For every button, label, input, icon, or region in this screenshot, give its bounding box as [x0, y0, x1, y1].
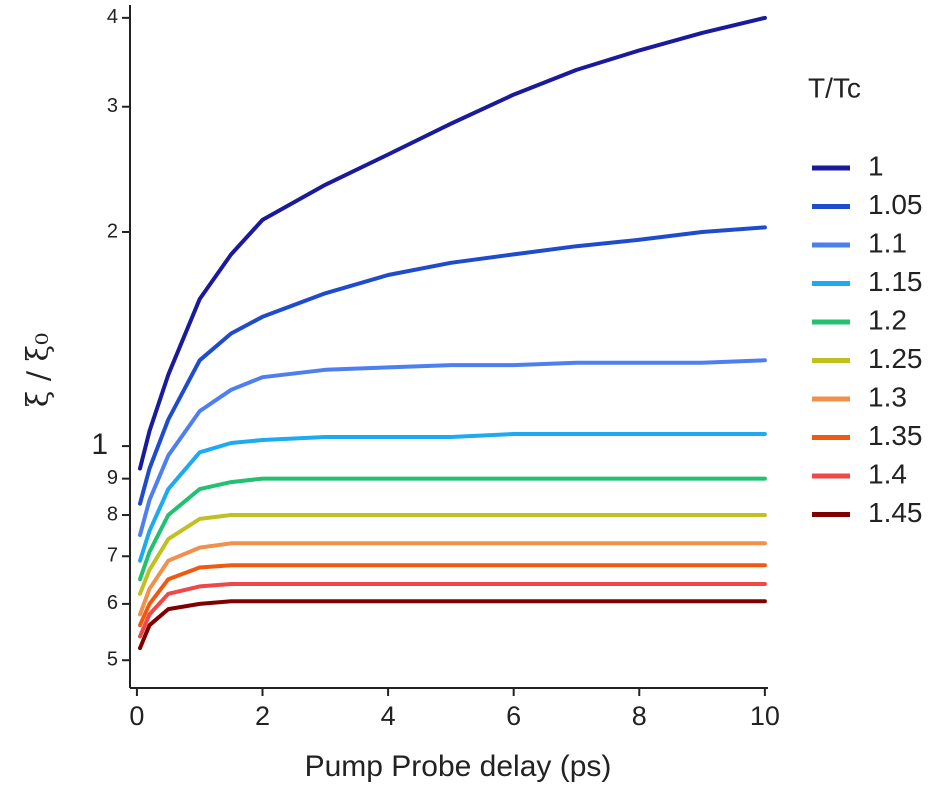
x-tick-label: 8	[632, 701, 647, 731]
series-line	[138, 225, 767, 506]
x-tick-label: 6	[506, 701, 521, 731]
legend-title: T/Tc	[808, 72, 861, 103]
legend-label: 1.05	[868, 189, 923, 220]
series-line	[138, 432, 767, 563]
x-tick-label: 10	[750, 701, 780, 731]
y-tick-label: 1	[91, 428, 108, 461]
y-tick-label: 6	[107, 592, 118, 614]
series-line	[138, 599, 767, 651]
x-tick-label: 4	[381, 701, 396, 731]
x-tick-label: 2	[255, 701, 270, 731]
series-line	[138, 563, 767, 628]
legend-label: 1.15	[868, 266, 923, 297]
y-tick-label: 9	[107, 467, 118, 489]
y-tick-label: 7	[107, 545, 118, 567]
series-line	[138, 541, 767, 617]
y-tick-label: 5	[107, 649, 118, 671]
y-tick-label: 3	[107, 95, 118, 117]
series-line	[138, 476, 767, 582]
y-tick-label: 4	[107, 6, 118, 28]
x-tick-label: 0	[129, 701, 144, 731]
y-tick-label: 8	[107, 503, 118, 525]
legend-label: 1.2	[868, 304, 907, 335]
x-axis-label: Pump Probe delay (ps)	[305, 750, 612, 783]
legend-label: 1.4	[868, 458, 907, 489]
y-tick-label: 2	[107, 220, 118, 242]
legend-label: 1.1	[868, 227, 907, 258]
legend-label: 1.3	[868, 381, 907, 412]
y-axis-label: ξ / ξ₀	[21, 333, 56, 407]
series-line	[138, 582, 767, 639]
series-line	[138, 358, 767, 537]
legend-label: 1	[868, 150, 884, 181]
legend-label: 1.35	[868, 420, 923, 451]
legend-label: 1.25	[868, 343, 923, 374]
series-line	[138, 513, 767, 596]
series-line	[138, 15, 767, 471]
legend-label: 1.45	[868, 497, 923, 528]
